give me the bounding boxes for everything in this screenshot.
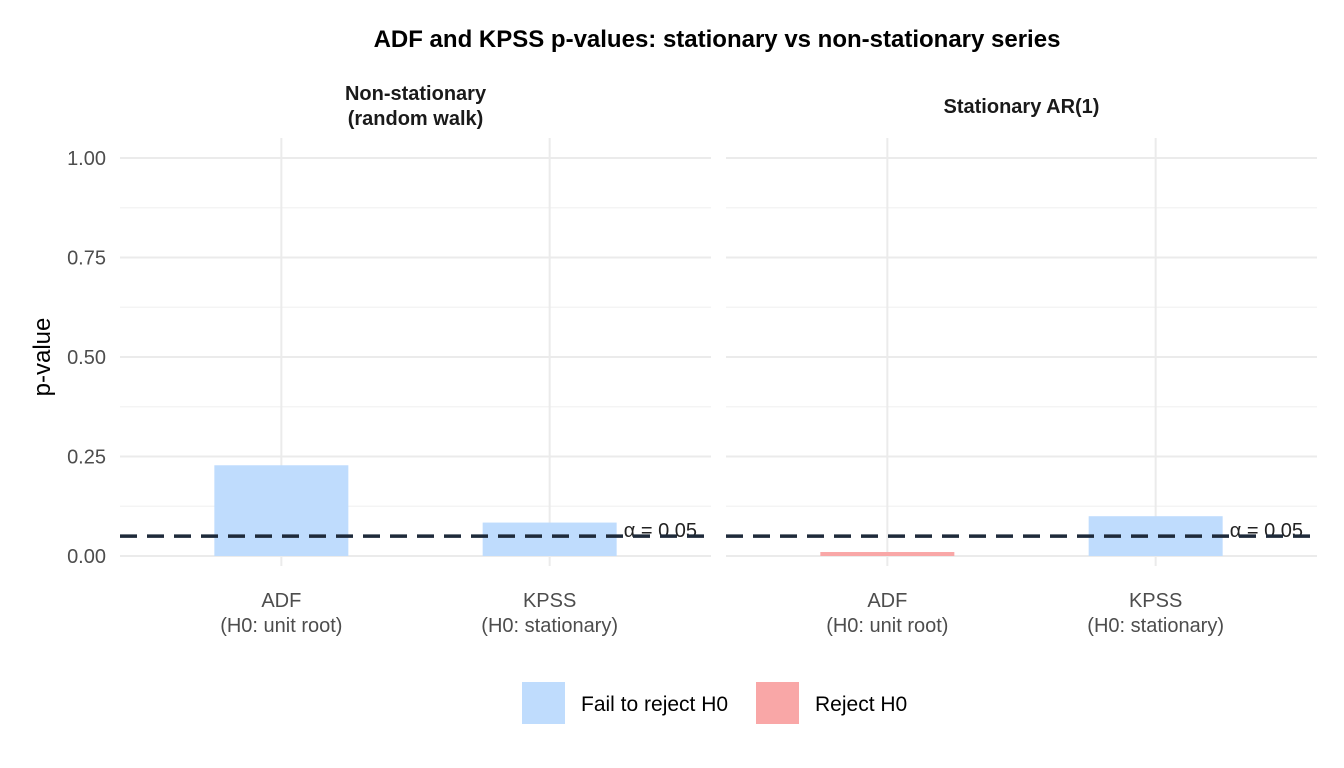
panel-1: Non-stationary (random walk) ADF (H0: unit … xyxy=(120,83,711,637)
threshold-label: α = 0.05 xyxy=(624,520,697,542)
legend-swatch xyxy=(522,682,565,724)
x-tick-sublabel: (H0: stationary) xyxy=(481,615,618,637)
chart-title: ADF and KPSS p-values: stationary vs non… xyxy=(374,26,1061,53)
legend-swatch xyxy=(756,682,799,724)
y-tick-label: 1.00 xyxy=(67,148,106,170)
panel-title: Stationary AR(1) xyxy=(944,96,1100,118)
legend: Fail to reject H0 Reject H0 xyxy=(522,682,907,724)
y-axis-label: p-value xyxy=(29,318,56,397)
x-tick-label: ADF xyxy=(261,590,301,612)
y-tick-label: 0.00 xyxy=(67,546,106,568)
panel-title: (random walk) xyxy=(348,108,484,130)
panel-title: Non-stationary xyxy=(345,83,487,105)
x-tick-sublabel: (H0: stationary) xyxy=(1087,615,1224,637)
panel-2: Stationary AR(1) ADF (H0: unit root) KPSS (H… xyxy=(726,96,1317,637)
legend-label: Fail to reject H0 xyxy=(581,693,728,716)
x-tick-label: ADF xyxy=(867,590,907,612)
panels: Non-stationary (random walk) ADF (H0: unit … xyxy=(120,83,1317,637)
y-tick-label: 0.75 xyxy=(67,248,106,270)
threshold-label: α = 0.05 xyxy=(1230,520,1303,542)
x-tick-sublabel: (H0: unit root) xyxy=(220,615,342,637)
y-axis-ticks: 0.00 0.25 0.50 0.75 1.00 xyxy=(67,148,106,568)
x-tick-label: KPSS xyxy=(523,590,576,612)
y-tick-label: 0.50 xyxy=(67,347,106,369)
y-tick-label: 0.25 xyxy=(67,447,106,469)
bar-adf xyxy=(820,552,955,556)
bar-kpss xyxy=(482,522,617,556)
legend-label: Reject H0 xyxy=(815,693,907,716)
x-tick-label: KPSS xyxy=(1129,590,1182,612)
x-tick-sublabel: (H0: unit root) xyxy=(826,615,948,637)
bar-adf xyxy=(214,465,349,556)
